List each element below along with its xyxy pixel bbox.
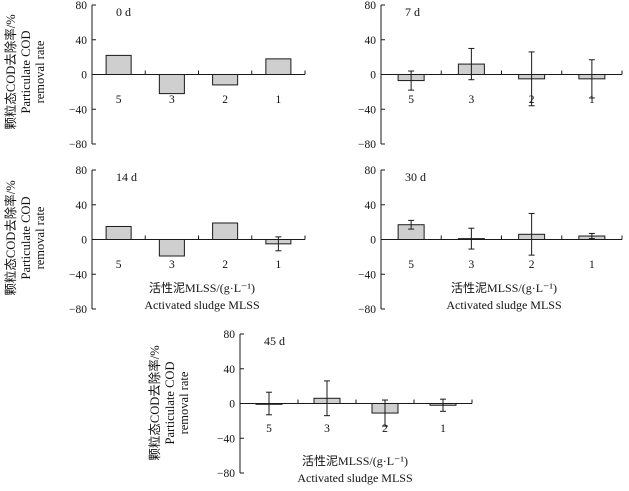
category-label-5: 5 bbox=[408, 259, 414, 271]
x-axis-label-en: Activated sludge MLSS bbox=[144, 298, 259, 312]
y-tick-label: 40 bbox=[76, 200, 88, 212]
x-axis-label-zh: 活性泥MLSS/(g·L⁻¹) bbox=[451, 281, 557, 295]
error-bar-1 bbox=[588, 232, 595, 240]
y-axis-label-zh: 颗粒态COD去除率/% bbox=[147, 345, 162, 460]
category-label-2: 2 bbox=[222, 94, 228, 106]
error-bar-3 bbox=[468, 227, 475, 250]
category-label-1: 1 bbox=[589, 259, 595, 271]
y-tick-label: 80 bbox=[76, 0, 88, 12]
panel-title: 7 d bbox=[405, 5, 420, 19]
y-axis-label-en-2: removal rate bbox=[33, 40, 47, 103]
category-label-5: 5 bbox=[116, 94, 122, 106]
chart-panel-4: 80 40 0 −40 −80 5 3 2 1 30 d 活性泥MLSS/(g·L⁻¹) Activa… bbox=[358, 165, 623, 316]
y-tick-label: −40 bbox=[69, 104, 87, 116]
y-tick-label: −80 bbox=[358, 304, 376, 316]
error-bar-5 bbox=[408, 219, 415, 230]
error-bar-2 bbox=[528, 212, 535, 256]
error-bar-5 bbox=[408, 70, 415, 91]
category-label-1: 1 bbox=[589, 94, 595, 106]
bar-2 bbox=[212, 74, 239, 86]
y-tick-label: 0 bbox=[370, 70, 376, 82]
y-tick-label: −80 bbox=[217, 468, 235, 480]
category-label-1: 1 bbox=[276, 94, 282, 106]
y-axis-label: 颗粒态COD去除率/% Particulate COD removal rate bbox=[3, 14, 47, 129]
y-tick-label: 80 bbox=[365, 165, 377, 177]
category-label-1: 1 bbox=[276, 259, 282, 271]
bar-5 bbox=[105, 54, 132, 75]
x-axis-label-zh: 活性泥MLSS/(g·L⁻¹) bbox=[302, 454, 408, 468]
chart-panel-2: 80 40 0 −40 −80 5 3 2 1 7 d bbox=[358, 0, 623, 151]
y-tick-label: 40 bbox=[224, 364, 236, 376]
y-tick-label: 80 bbox=[224, 329, 236, 341]
error-bar-3 bbox=[324, 380, 330, 417]
y-tick-label: −40 bbox=[358, 104, 376, 116]
category-label-3: 3 bbox=[324, 423, 330, 435]
y-axis-label-zh: 颗粒态COD去除率/% bbox=[3, 180, 18, 295]
bar-3 bbox=[158, 74, 185, 95]
chart-panel-1: 80 40 0 −40 −80 5 3 2 1 0 d 颗粒态COD去除率/% Particulate… bbox=[3, 0, 306, 151]
chart-panel-3: 80 40 0 −40 −80 5 3 2 1 14 d 颗粒态COD去除率/% Particulat… bbox=[3, 165, 306, 316]
error-bar-1 bbox=[588, 59, 595, 99]
category-label-3: 3 bbox=[469, 259, 475, 271]
y-tick-label: 80 bbox=[365, 0, 377, 12]
category-label-3: 3 bbox=[169, 94, 175, 106]
category-label-5: 5 bbox=[408, 94, 414, 106]
panel-title: 45 d bbox=[264, 334, 285, 348]
y-axis-label-en-2: removal rate bbox=[177, 371, 191, 434]
error-bar-1 bbox=[440, 398, 446, 412]
category-label-3: 3 bbox=[169, 259, 175, 271]
y-tick-label: 0 bbox=[229, 399, 235, 411]
y-tick-label: 0 bbox=[370, 235, 376, 247]
y-tick-label: −40 bbox=[358, 269, 376, 281]
x-axis-label-en: Activated sludge MLSS bbox=[297, 471, 412, 485]
error-bar-5 bbox=[266, 391, 272, 416]
y-axis-label-en-2: removal rate bbox=[33, 206, 47, 269]
y-tick-label: 80 bbox=[76, 165, 88, 177]
category-label-2: 2 bbox=[529, 259, 535, 271]
bar-1 bbox=[265, 58, 292, 75]
y-tick-label: 40 bbox=[365, 200, 377, 212]
bar-5 bbox=[105, 225, 132, 240]
category-label-2: 2 bbox=[382, 423, 388, 435]
bar-3 bbox=[158, 239, 185, 257]
x-axis-label-zh: 活性泥MLSS/(g·L⁻¹) bbox=[149, 281, 255, 295]
category-label-2: 2 bbox=[529, 94, 535, 106]
x-axis-label-en: Activated sludge MLSS bbox=[446, 298, 561, 312]
error-bar-1 bbox=[275, 236, 282, 252]
y-tick-label: 0 bbox=[81, 70, 87, 82]
category-label-1: 1 bbox=[440, 423, 446, 435]
category-label-3: 3 bbox=[469, 94, 475, 106]
category-label-2: 2 bbox=[222, 259, 228, 271]
y-tick-label: 40 bbox=[76, 35, 88, 47]
y-tick-label: −40 bbox=[217, 433, 235, 445]
y-axis-label-en-1: Particulate COD bbox=[19, 197, 33, 280]
y-tick-label: −40 bbox=[69, 269, 87, 281]
panel-title: 14 d bbox=[116, 170, 137, 184]
panel-title: 0 d bbox=[116, 5, 131, 19]
y-tick-label: −80 bbox=[69, 304, 87, 316]
y-axis-label-en-1: Particulate COD bbox=[19, 31, 33, 114]
category-label-5: 5 bbox=[116, 259, 122, 271]
y-axis-label: 颗粒态COD去除率/% Particulate COD removal rate bbox=[3, 180, 47, 295]
y-tick-label: 40 bbox=[365, 35, 377, 47]
y-axis-label-zh: 颗粒态COD去除率/% bbox=[3, 14, 18, 129]
chart-panel-5: 80 40 0 −40 −80 5 3 2 1 45 d 颗粒态COD去除率/% Particulat… bbox=[147, 329, 473, 485]
category-label-5: 5 bbox=[266, 423, 272, 435]
y-tick-label: −80 bbox=[358, 139, 376, 151]
y-tick-label: −80 bbox=[69, 139, 87, 151]
y-axis-label: 颗粒态COD去除率/% Particulate COD removal rate bbox=[147, 345, 191, 460]
error-bar-2 bbox=[528, 51, 535, 107]
error-bar-2 bbox=[382, 399, 388, 427]
bar-2 bbox=[212, 222, 239, 240]
y-tick-label: 0 bbox=[81, 235, 87, 247]
error-bar-3 bbox=[468, 47, 475, 81]
panel-title: 30 d bbox=[405, 170, 426, 184]
y-axis-label-en-1: Particulate COD bbox=[163, 362, 177, 445]
